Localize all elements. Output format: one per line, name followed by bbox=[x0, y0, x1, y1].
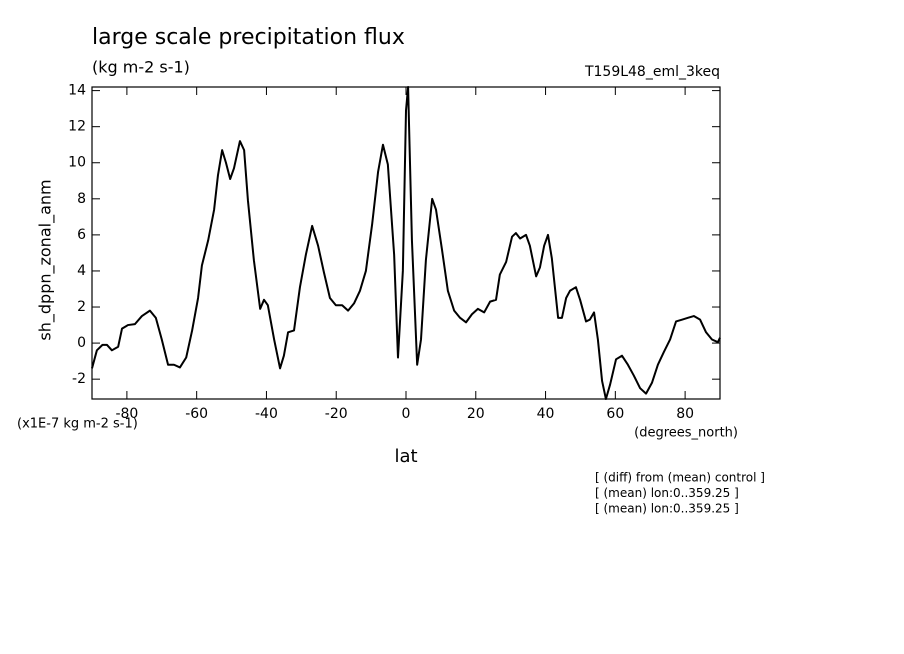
y-tick-label: -2 bbox=[72, 371, 86, 387]
y-tick-label: 12 bbox=[68, 119, 86, 135]
x-tick-label: -80 bbox=[115, 406, 138, 422]
data-line bbox=[91, 86, 721, 400]
x-units: (degrees_north) bbox=[634, 426, 738, 441]
y-tick-label: 0 bbox=[77, 335, 86, 351]
x-axis-label: lat bbox=[394, 446, 417, 467]
y-tick-label: 8 bbox=[77, 191, 86, 207]
y-tick-label: 10 bbox=[68, 155, 86, 171]
note: [ (mean) lon:0..359.25 ] bbox=[595, 486, 739, 500]
note: [ (diff) from (mean) control ] bbox=[595, 471, 765, 485]
y-tick-label: 6 bbox=[77, 227, 86, 243]
y-units: (x1E-7 kg m-2 s-1) bbox=[17, 417, 138, 432]
x-tick-label: 40 bbox=[537, 406, 555, 422]
y-tick-label: 14 bbox=[68, 83, 86, 99]
chart-title: large scale precipitation flux bbox=[92, 25, 405, 50]
x-tick-label: 20 bbox=[467, 406, 485, 422]
x-tick-label: 80 bbox=[676, 406, 694, 422]
x-tick-label: -20 bbox=[325, 406, 348, 422]
subtitle: (kg m-2 s-1) bbox=[92, 58, 190, 77]
note: [ (mean) lon:0..359.25 ] bbox=[595, 502, 739, 516]
x-tick-label: -60 bbox=[185, 406, 208, 422]
x-tick-label: 60 bbox=[606, 406, 624, 422]
x-tick-label: 0 bbox=[402, 406, 411, 422]
y-tick-label: 2 bbox=[77, 299, 86, 315]
x-tick-label: -40 bbox=[255, 406, 278, 422]
y-tick-label: 4 bbox=[77, 263, 86, 279]
run-label: T159L48_eml_3keq bbox=[584, 64, 720, 80]
y-axis-label: sh_dppn_zonal_anm bbox=[36, 179, 56, 340]
